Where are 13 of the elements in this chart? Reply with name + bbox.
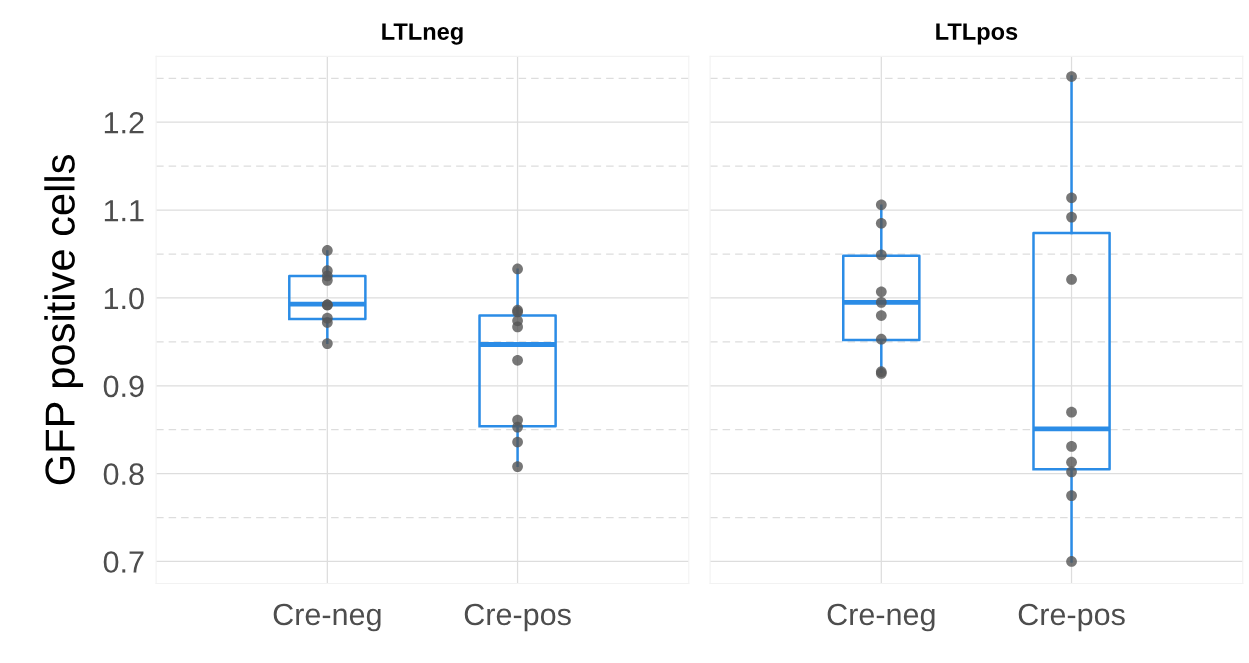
y-tick-label: 0.7 <box>103 551 144 573</box>
y-axis-title: GFP positive cells <box>44 155 84 485</box>
y-tick-label: 0.9 <box>103 375 144 398</box>
x-tick-label: Cre-pos <box>1018 603 1125 632</box>
x-tick-label: Cre-pos <box>464 603 571 632</box>
y-tick-label: 1.0 <box>104 287 144 310</box>
y-tick-label: 0.8 <box>103 463 144 485</box>
y-tick-label: 1.2 <box>104 111 144 134</box>
x-tick-label: Cre-neg <box>273 603 381 632</box>
chart-title: LTLpos <box>936 23 1018 45</box>
x-tick-label: Cre-neg <box>827 603 935 632</box>
y-tick-label: 1.1 <box>104 200 144 222</box>
chart-title: LTLneg <box>382 23 463 45</box>
